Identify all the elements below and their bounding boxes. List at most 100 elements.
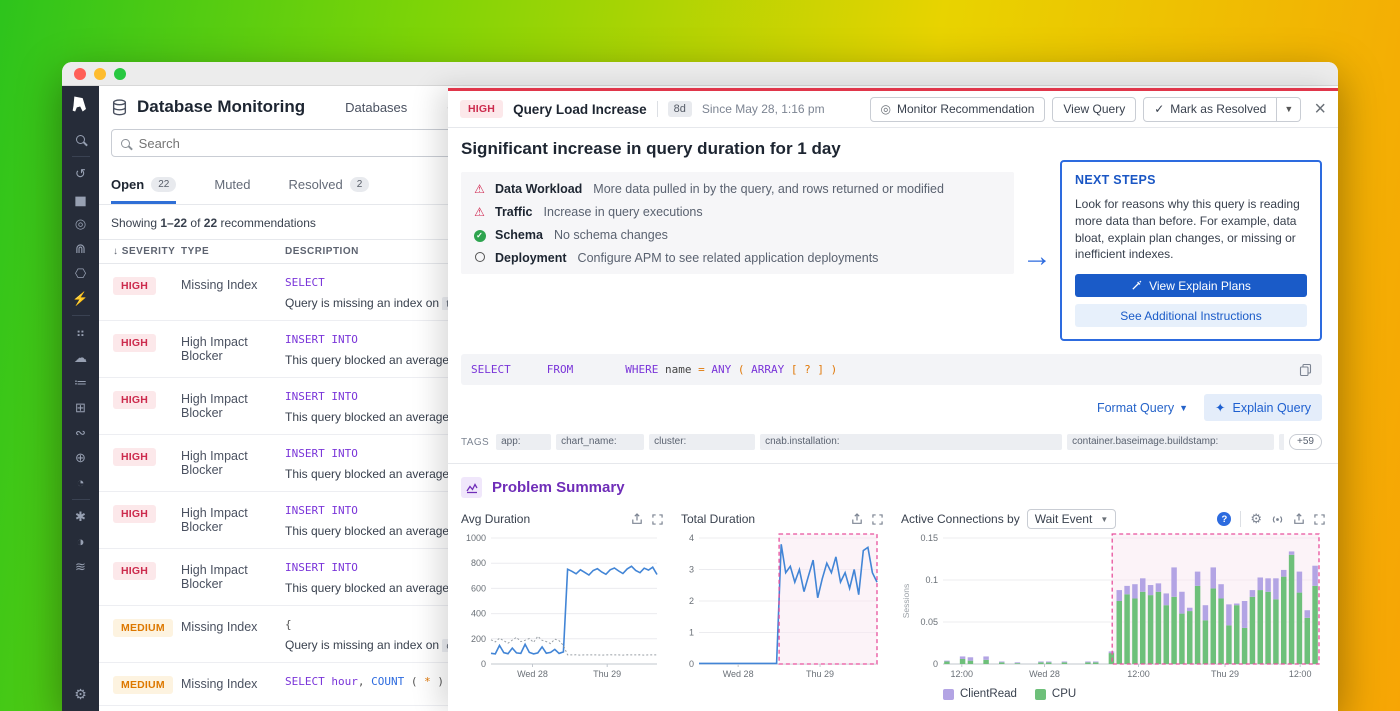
database-icon (112, 98, 127, 115)
svg-text:3: 3 (689, 565, 694, 575)
column-severity[interactable]: ↓ SEVERITY (113, 246, 176, 257)
expand-icon[interactable] (652, 514, 663, 525)
cloud-icon[interactable]: ☁ (74, 349, 87, 365)
age-badge: 8d (667, 101, 692, 117)
tab-resolved[interactable]: Resolved 2 (289, 177, 370, 204)
check-icon: ✓ (473, 227, 486, 242)
tab-muted[interactable]: Muted (214, 177, 251, 192)
severity-badge: HIGH (113, 334, 157, 352)
search-input[interactable] (136, 134, 461, 152)
help-icon[interactable]: ? (1217, 512, 1232, 527)
history-icon[interactable]: ↺ (75, 165, 86, 181)
svg-text:0: 0 (933, 659, 938, 669)
tag-chip[interactable]: cnab.installation: (760, 434, 1063, 451)
query-snippet: INSERT INTO (285, 390, 358, 403)
next-steps-title: NEXT STEPS (1075, 173, 1156, 187)
svg-text:Sessions: Sessions (901, 584, 911, 619)
chevron-down-icon: ▼ (1179, 402, 1188, 413)
chevron-down-icon: ▼ (1100, 514, 1109, 524)
service-map-icon[interactable]: ⠶ (75, 324, 86, 340)
recommendation-type: Missing Index (181, 278, 258, 292)
tab-databases[interactable]: Databases (345, 99, 408, 115)
slo-icon[interactable]: ◔ (76, 475, 85, 490)
tag-chip[interactable]: cluster: (649, 434, 756, 451)
tags-more-button[interactable]: +59 (1289, 434, 1322, 451)
performance-icon[interactable]: ◑ (76, 534, 85, 549)
recommendation-description: This query blocked an average of 54 (285, 410, 480, 424)
tag-chip[interactable]: app: (496, 434, 552, 451)
chart-avg-duration: Avg Duration 0 200 400 600 800 1000 Wed 28 Thu … (461, 506, 663, 700)
table-row[interactable]: HIGH High Impact Blocker INSERT INTO This q… (99, 549, 1338, 606)
search-icon (121, 138, 130, 148)
wait-event-dropdown[interactable]: Wait Event ▼ (1026, 509, 1117, 530)
view-query-button[interactable]: View Query (1052, 96, 1137, 122)
query-insights-icon[interactable]: ≋ (75, 558, 86, 574)
tag-chip[interactable]: conta... (1279, 434, 1285, 451)
tags-label: TAGS (461, 436, 490, 448)
recommendation-description: This query blocked an average of 62 (285, 353, 480, 367)
format-query-button[interactable]: Format Query ▼ (1096, 400, 1188, 415)
since-timestamp: Since May 28, 1:16 pm (701, 102, 825, 116)
see-additional-instructions-button[interactable]: See Additional Instructions (1075, 304, 1307, 328)
apm-icon[interactable]: ⚡ (72, 290, 89, 306)
svg-text:0.1: 0.1 (925, 575, 938, 585)
gear-icon[interactable]: ⚙ (1250, 511, 1262, 527)
factor-schema: ✓ Schema No schema changes (473, 225, 1002, 244)
explain-plan-icon (1132, 280, 1142, 290)
expand-icon[interactable] (872, 514, 883, 525)
divider (448, 463, 1338, 465)
query-snippet: INSERT INTO (285, 447, 358, 460)
recommendation-type: Missing Index (181, 677, 258, 691)
svg-text:4: 4 (689, 533, 694, 543)
view-explain-plans-button[interactable]: View Explain Plans (1075, 274, 1307, 298)
metrics-icon[interactable]: ▅ (75, 190, 86, 206)
mark-as-resolved-button[interactable]: ✓ Mark as Resolved (1143, 96, 1278, 122)
window-close-button[interactable] (74, 67, 86, 80)
expand-icon[interactable] (1314, 514, 1325, 525)
search-input-wrap (111, 129, 471, 157)
live-signal-icon[interactable] (1271, 513, 1284, 526)
close-panel-icon[interactable]: × (1314, 98, 1326, 120)
svg-text:12:00: 12:00 (1127, 669, 1150, 679)
query-snippet: SELECT (285, 276, 325, 289)
explain-query-button[interactable]: ✦ Explain Query (1204, 394, 1322, 422)
svg-text:Thu 29: Thu 29 (1211, 669, 1239, 679)
dashboards-icon[interactable]: ⊞ (75, 399, 86, 415)
settings-icon[interactable]: ⚙ (74, 686, 87, 702)
recommendation-headline: Significant increase in query duration f… (461, 139, 841, 158)
recommendation-detail-panel: HIGH Query Load Increase 8d Since May 28… (448, 88, 1338, 711)
panel-title: Query Load Increase (513, 101, 647, 117)
security-icon[interactable]: ⊕ (75, 449, 86, 465)
bug-icon[interactable]: ✱ (75, 508, 86, 524)
export-icon[interactable] (1293, 513, 1305, 525)
query-snippet: INSERT INTO (285, 561, 358, 574)
monitor-recommendation-button[interactable]: ◎ Monitor Recommendation (869, 96, 1046, 122)
resolve-dropdown-button[interactable]: ▼ (1277, 96, 1302, 122)
export-icon[interactable] (851, 513, 863, 525)
legend-item[interactable]: CPU (1034, 688, 1076, 700)
page-title: Database Monitoring (111, 97, 305, 117)
recommendation-type: High Impact Blocker (181, 563, 248, 591)
tag-chip[interactable]: chart_name: (556, 434, 645, 451)
tab-open[interactable]: Open 22 (111, 177, 177, 204)
recommendation-type: High Impact Blocker (181, 335, 248, 363)
logs-icon[interactable]: ≔ (74, 374, 87, 390)
window-zoom-button[interactable] (114, 67, 126, 80)
column-description[interactable]: DESCRIPTION (285, 246, 359, 257)
chart-legend: ClientRead CPU (901, 688, 1325, 700)
query-text: SELECT FROM WHERE name = ANY ( ARRAY [ ? ]… (461, 354, 1322, 386)
monitors-icon[interactable]: ◎ (74, 215, 87, 231)
divider (656, 101, 658, 117)
infrastructure-icon[interactable]: ⎔ (74, 265, 87, 281)
watchdog-icon[interactable]: ⋒ (75, 240, 86, 256)
tag-chip[interactable]: container.baseimage.buildstamp: (1067, 434, 1275, 451)
column-type[interactable]: TYPE (181, 246, 210, 257)
legend-item[interactable]: ClientRead (943, 688, 1017, 700)
copy-query-icon[interactable] (1299, 363, 1312, 377)
integrations-icon[interactable]: ∾ (75, 424, 86, 440)
datadog-logo[interactable] (68, 91, 94, 117)
window-minimize-button[interactable] (94, 67, 106, 80)
search-icon[interactable] (62, 127, 99, 152)
monitor-icon: ◎ (880, 102, 891, 116)
export-icon[interactable] (631, 513, 643, 525)
